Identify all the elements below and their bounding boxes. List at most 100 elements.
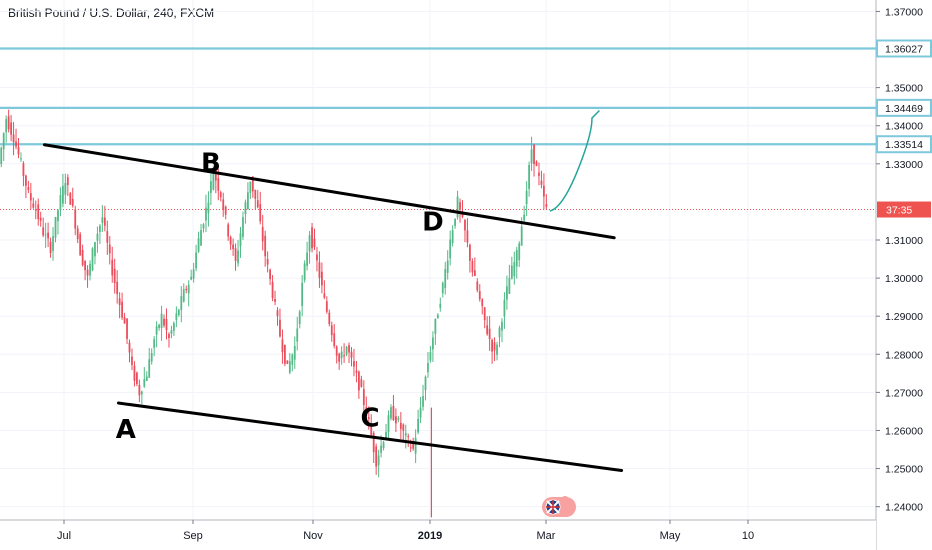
candle bbox=[510, 256, 513, 280]
candle bbox=[316, 247, 318, 272]
time-tick-label: Jul bbox=[57, 530, 71, 542]
candle bbox=[71, 187, 74, 208]
time-tick-label: May bbox=[660, 530, 681, 542]
candle bbox=[106, 220, 109, 255]
price-tick-label: 1.30000 bbox=[885, 273, 923, 285]
candle bbox=[508, 264, 511, 295]
candle bbox=[232, 238, 234, 256]
candle bbox=[335, 345, 338, 364]
candle bbox=[247, 182, 249, 210]
candle bbox=[222, 192, 225, 217]
candle bbox=[143, 367, 146, 388]
candle bbox=[261, 214, 264, 251]
candle bbox=[121, 292, 123, 320]
candle bbox=[360, 375, 363, 388]
candle bbox=[444, 261, 447, 295]
trend-lines[interactable] bbox=[42, 109, 624, 472]
level-tag[interactable] bbox=[876, 39, 932, 58]
candle bbox=[180, 286, 183, 323]
candle bbox=[168, 332, 170, 348]
point-label-D: D bbox=[422, 207, 444, 237]
candle bbox=[469, 243, 471, 273]
candle bbox=[42, 217, 45, 238]
candle bbox=[163, 314, 165, 328]
candle bbox=[57, 209, 59, 235]
candle bbox=[348, 342, 350, 364]
candle bbox=[227, 222, 230, 241]
candle bbox=[54, 216, 57, 243]
price-axis[interactable]: 1.37000 1.35000 1.34000 1.33000 1.31000 1.300… bbox=[875, 0, 932, 550]
candle bbox=[103, 205, 106, 232]
candle bbox=[175, 306, 178, 328]
candle bbox=[449, 230, 452, 266]
candle bbox=[370, 414, 373, 437]
candle bbox=[148, 347, 151, 378]
candle bbox=[64, 173, 67, 204]
candle bbox=[138, 379, 141, 403]
candle bbox=[422, 384, 424, 411]
candle bbox=[22, 161, 25, 187]
candle bbox=[325, 296, 328, 314]
candle bbox=[330, 321, 333, 342]
trend-line-upper[interactable] bbox=[42, 143, 616, 240]
horizontal-levels[interactable] bbox=[0, 47, 876, 211]
candle bbox=[170, 325, 173, 339]
events[interactable] bbox=[542, 496, 576, 517]
candle bbox=[427, 352, 429, 378]
candle bbox=[377, 449, 380, 478]
candle bbox=[333, 324, 336, 349]
trend-line-lower[interactable] bbox=[116, 401, 624, 472]
candle bbox=[345, 345, 348, 357]
candle bbox=[399, 412, 402, 440]
candle bbox=[493, 337, 496, 362]
candle bbox=[10, 115, 12, 142]
candle bbox=[464, 219, 466, 243]
current-price-tag[interactable] bbox=[877, 201, 931, 218]
candle bbox=[491, 338, 493, 364]
candle bbox=[545, 194, 548, 210]
candle bbox=[382, 440, 385, 451]
level-tag[interactable] bbox=[876, 98, 932, 117]
candle bbox=[340, 346, 343, 365]
candle bbox=[165, 308, 168, 340]
candle bbox=[155, 321, 158, 348]
candle bbox=[488, 316, 491, 351]
candle bbox=[86, 265, 89, 288]
candle bbox=[224, 205, 227, 220]
time-axis-bg bbox=[0, 520, 876, 550]
candle bbox=[454, 218, 456, 229]
candle bbox=[279, 308, 281, 338]
candle bbox=[355, 361, 358, 383]
price-axis-bg bbox=[876, 0, 932, 520]
price-tick-label: 1.31000 bbox=[885, 235, 923, 247]
candle bbox=[481, 298, 484, 315]
candle bbox=[49, 237, 52, 258]
candle bbox=[219, 190, 222, 202]
time-tick-label: Nov bbox=[303, 530, 323, 542]
candle bbox=[126, 318, 128, 345]
candle bbox=[538, 162, 540, 186]
price-tick-label: 1.27000 bbox=[885, 387, 923, 399]
candle bbox=[79, 231, 82, 256]
candle bbox=[407, 433, 410, 448]
candle bbox=[498, 325, 501, 348]
candle bbox=[395, 408, 397, 433]
candle bbox=[266, 251, 269, 273]
candle bbox=[145, 371, 148, 382]
candle bbox=[5, 115, 8, 143]
candle bbox=[27, 180, 30, 194]
point-label-A: A bbox=[116, 415, 136, 445]
candle bbox=[288, 353, 291, 375]
time-axis[interactable]: Jul Sep Nov 2019 Mar May 10 bbox=[0, 519, 876, 550]
point-labels: A B C D bbox=[116, 148, 444, 445]
uk-flag-event-icon[interactable] bbox=[542, 496, 576, 517]
candle bbox=[293, 336, 296, 369]
candle bbox=[237, 240, 239, 267]
candle bbox=[187, 280, 190, 307]
level-tag[interactable] bbox=[876, 135, 932, 154]
candle bbox=[210, 173, 212, 206]
candle bbox=[533, 144, 535, 177]
projection-curve[interactable] bbox=[549, 109, 600, 212]
candle bbox=[528, 161, 530, 197]
